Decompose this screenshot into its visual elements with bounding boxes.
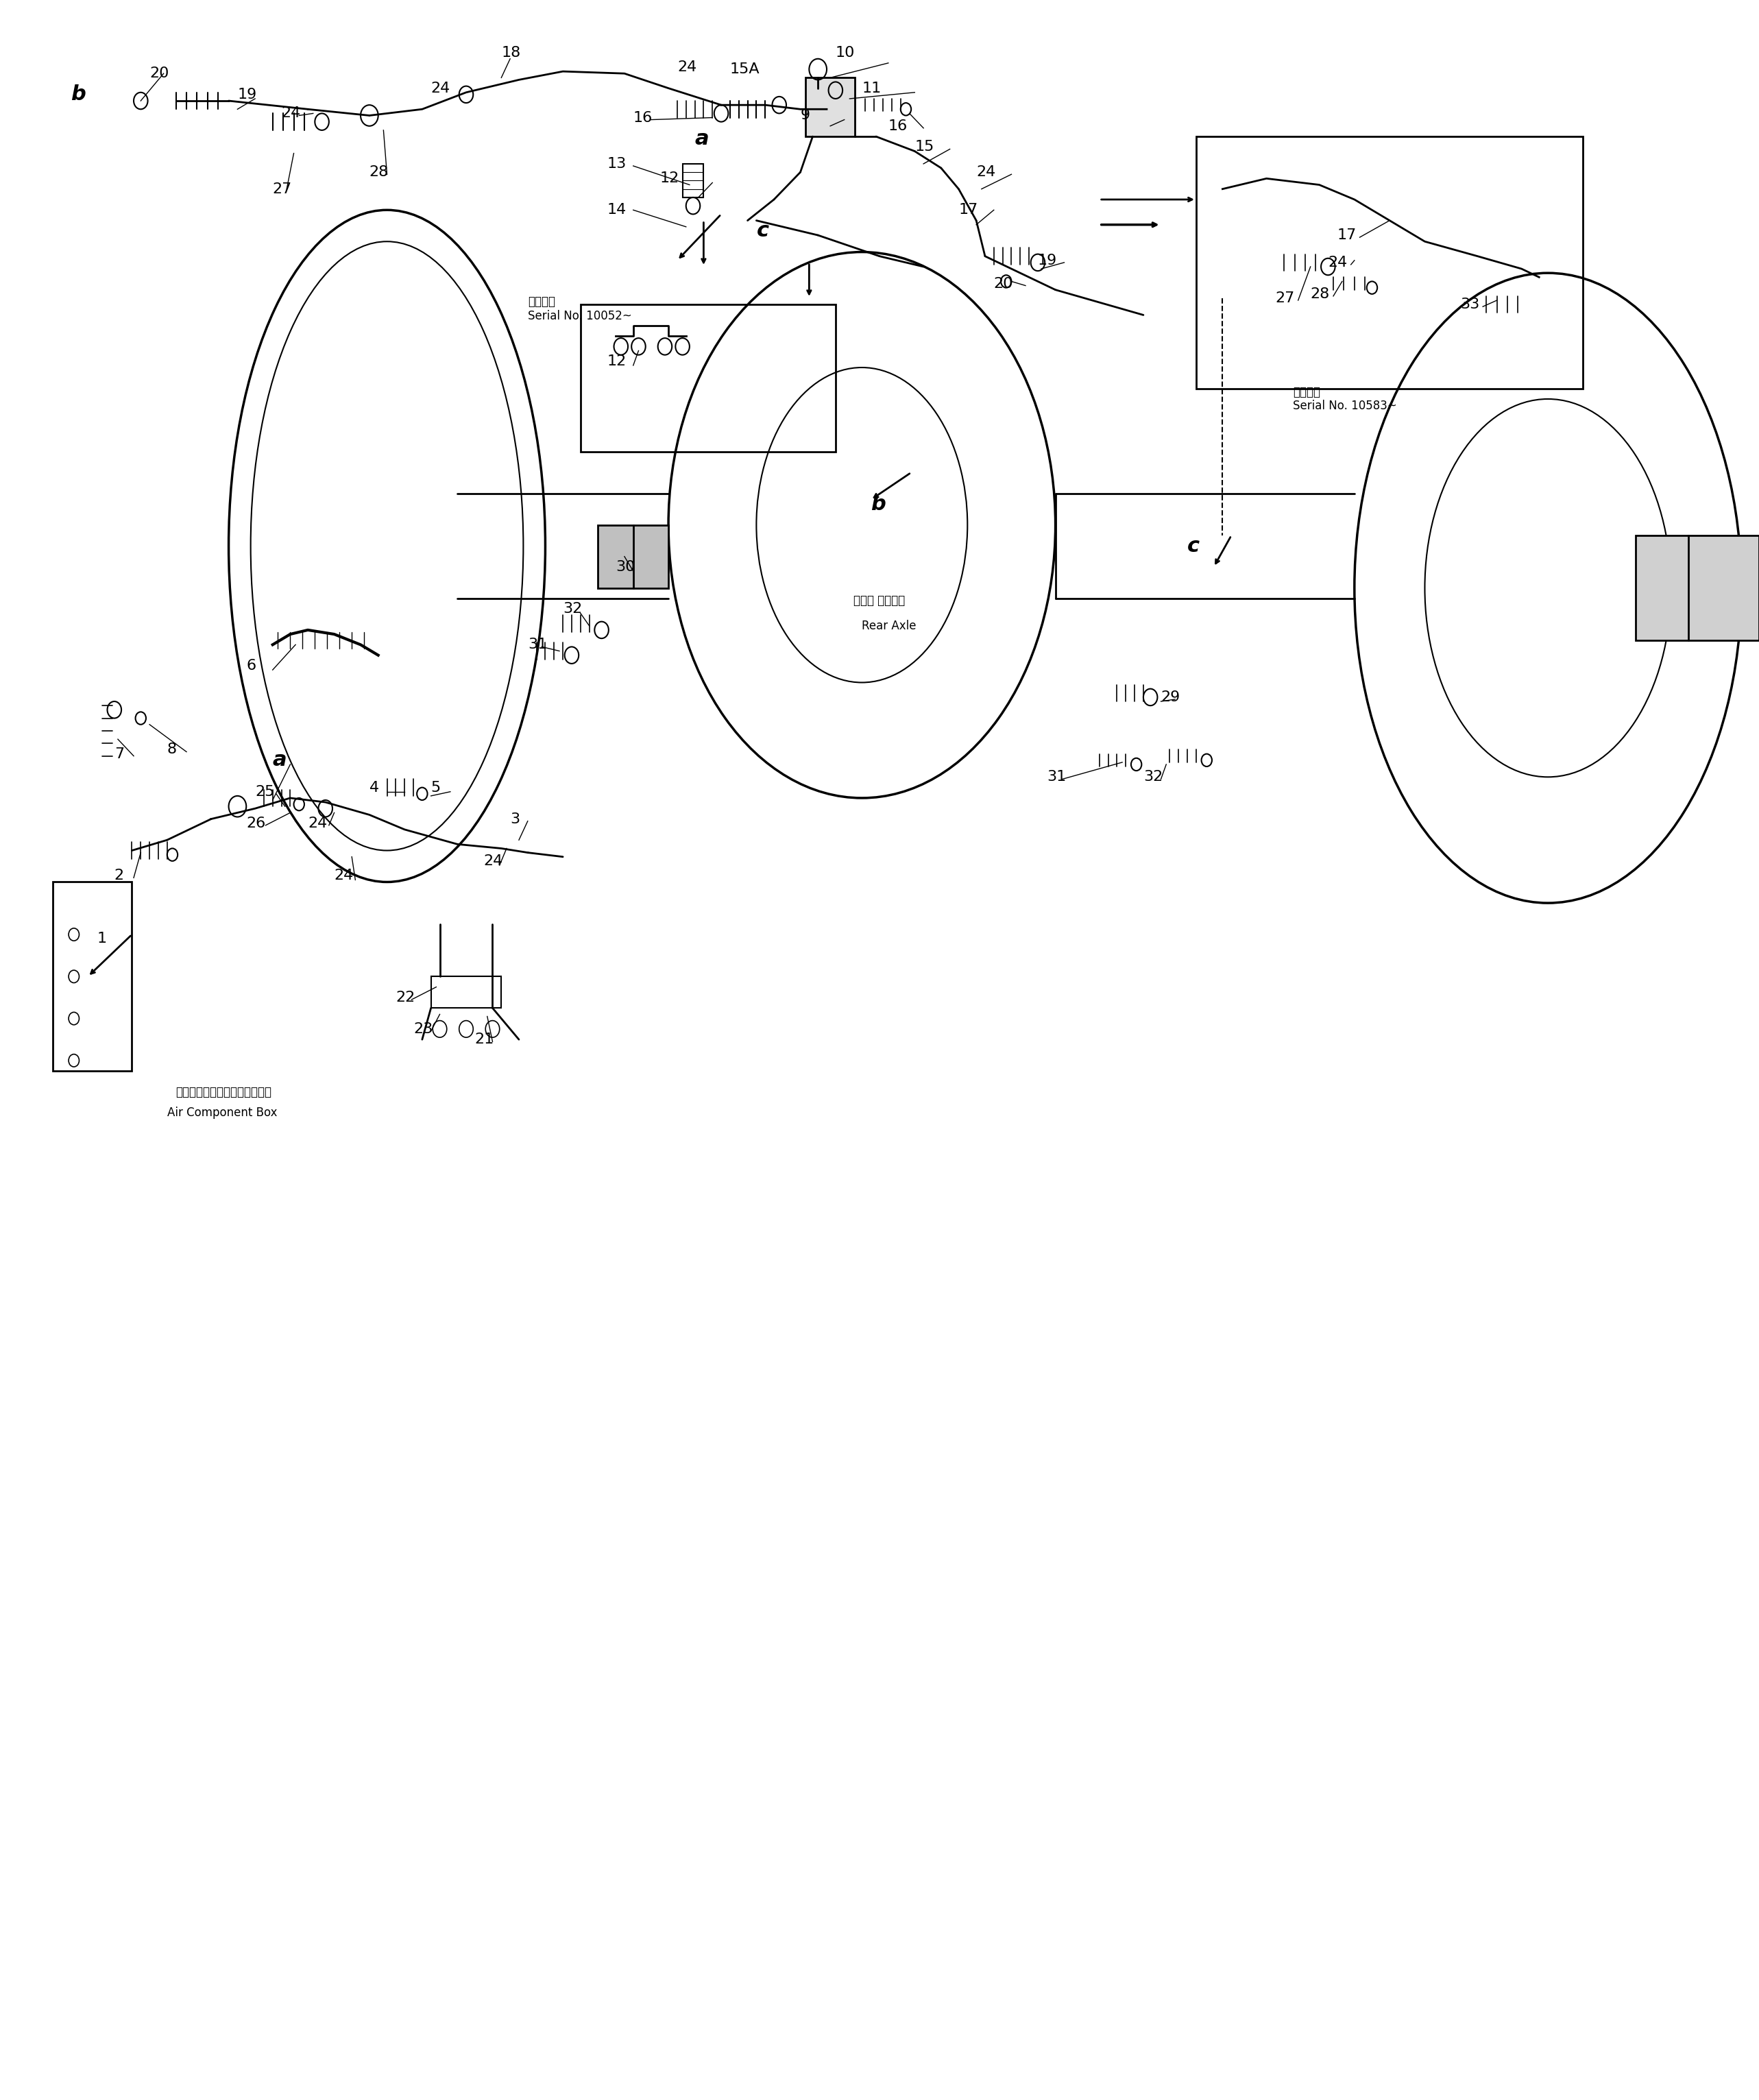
Text: 10: 10 bbox=[836, 46, 855, 59]
Text: 18: 18 bbox=[501, 46, 521, 59]
Text: 30: 30 bbox=[616, 561, 635, 573]
Text: リヤー アクスル: リヤー アクスル bbox=[853, 594, 904, 607]
Text: 1: 1 bbox=[97, 932, 107, 945]
Text: 24: 24 bbox=[431, 82, 450, 94]
Text: 26: 26 bbox=[246, 817, 266, 830]
Text: 31: 31 bbox=[528, 638, 547, 651]
Text: 16: 16 bbox=[633, 111, 653, 124]
Text: 20: 20 bbox=[150, 67, 169, 80]
Text: 27: 27 bbox=[1275, 292, 1295, 304]
Bar bbox=[806, 78, 855, 136]
Text: 28: 28 bbox=[1310, 288, 1330, 300]
Text: 11: 11 bbox=[862, 82, 881, 94]
Text: 24: 24 bbox=[677, 61, 697, 74]
Bar bbox=[1636, 536, 1759, 640]
Bar bbox=[1196, 136, 1583, 388]
Text: 2: 2 bbox=[114, 869, 125, 882]
Text: 13: 13 bbox=[607, 158, 626, 170]
Text: 24: 24 bbox=[1328, 256, 1347, 269]
Text: 19: 19 bbox=[237, 88, 257, 101]
Text: 14: 14 bbox=[607, 204, 626, 216]
Text: 3: 3 bbox=[510, 813, 521, 825]
Bar bbox=[682, 164, 704, 197]
Text: 適用号機
Serial No. 10052~: 適用号機 Serial No. 10052~ bbox=[528, 296, 631, 321]
Bar bbox=[53, 882, 132, 1071]
Text: 15: 15 bbox=[915, 141, 934, 153]
Text: 24: 24 bbox=[976, 166, 996, 179]
Text: 12: 12 bbox=[660, 172, 679, 185]
Text: b: b bbox=[871, 494, 887, 514]
Text: 27: 27 bbox=[273, 183, 292, 195]
Text: 7: 7 bbox=[114, 748, 125, 760]
Text: 12: 12 bbox=[607, 355, 626, 368]
Text: 31: 31 bbox=[1047, 771, 1066, 783]
Bar bbox=[431, 977, 501, 1008]
Text: 17: 17 bbox=[959, 204, 978, 216]
Text: 4: 4 bbox=[369, 781, 380, 794]
Text: 32: 32 bbox=[563, 603, 582, 615]
Text: b: b bbox=[70, 84, 86, 105]
Text: 29: 29 bbox=[1161, 691, 1180, 704]
Text: 19: 19 bbox=[1038, 254, 1057, 267]
Text: 24: 24 bbox=[281, 107, 301, 120]
Text: 9: 9 bbox=[800, 109, 811, 122]
Text: 20: 20 bbox=[994, 277, 1013, 290]
Text: Rear Axle: Rear Axle bbox=[862, 620, 916, 632]
Text: 32: 32 bbox=[1143, 771, 1163, 783]
Text: エアーコンポーネントボックス: エアーコンポーネントボックス bbox=[176, 1086, 273, 1098]
Text: 23: 23 bbox=[413, 1023, 433, 1035]
Text: 24: 24 bbox=[334, 869, 354, 882]
Text: 適用号機
Serial No. 10583~: 適用号機 Serial No. 10583~ bbox=[1293, 386, 1397, 412]
Text: 24: 24 bbox=[308, 817, 327, 830]
Text: 8: 8 bbox=[167, 743, 178, 756]
Bar bbox=[580, 304, 836, 452]
Text: 15A: 15A bbox=[730, 63, 760, 76]
Text: a: a bbox=[695, 128, 709, 149]
Text: 25: 25 bbox=[255, 785, 274, 798]
Text: a: a bbox=[273, 750, 287, 771]
Text: 28: 28 bbox=[369, 166, 389, 179]
Text: c: c bbox=[756, 220, 769, 242]
Text: 6: 6 bbox=[246, 659, 257, 672]
Text: c: c bbox=[1187, 536, 1200, 556]
Text: 16: 16 bbox=[888, 120, 908, 132]
Text: 21: 21 bbox=[475, 1033, 494, 1046]
Text: 33: 33 bbox=[1460, 298, 1479, 311]
Bar bbox=[598, 525, 668, 588]
Text: 24: 24 bbox=[484, 855, 503, 867]
Text: 22: 22 bbox=[396, 991, 415, 1004]
Text: 17: 17 bbox=[1337, 229, 1356, 242]
Text: 5: 5 bbox=[431, 781, 442, 794]
Text: Air Component Box: Air Component Box bbox=[167, 1107, 278, 1119]
